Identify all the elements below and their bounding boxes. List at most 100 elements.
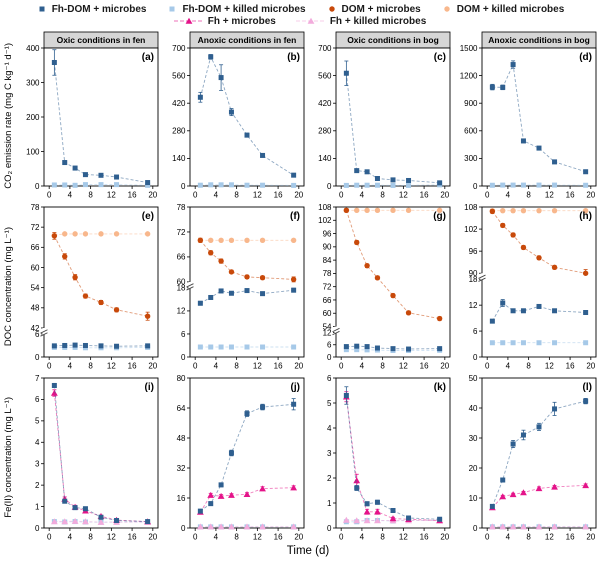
marker-square [208, 54, 214, 60]
axis-break-icon [40, 332, 48, 337]
marker-triangle [185, 17, 193, 24]
x-tick-label: 4 [360, 191, 365, 200]
marker-circle [228, 237, 235, 243]
marker-square [72, 342, 78, 348]
marker-circle [244, 237, 250, 243]
y-axis-title-doc: DOC concentration (mg L⁻¹) [0, 201, 16, 372]
marker-circle [290, 276, 297, 283]
plot-box [335, 206, 451, 358]
marker-square [500, 84, 506, 90]
marker-square [374, 499, 380, 505]
y-tick-label: 100 [26, 147, 40, 156]
y-tick-label: 108 [318, 203, 332, 212]
plot-box [189, 206, 305, 358]
marker-square [406, 515, 412, 521]
y-tick-label: 1 [327, 499, 332, 508]
marker-square [114, 174, 120, 180]
y-tick-label: 0 [181, 353, 186, 362]
marker-square [98, 343, 104, 349]
panel-tag: (d) [579, 52, 592, 63]
marker-triangle [228, 523, 235, 530]
marker-square [197, 508, 203, 514]
marker-square [374, 345, 380, 351]
legend-item-dom-killed: DOM + killed microbes [441, 4, 564, 15]
y-tick-label: 50 [469, 374, 478, 383]
marker-triangle [50, 518, 58, 525]
plot-box [43, 377, 159, 529]
plot-box [335, 377, 451, 529]
marker-square [291, 344, 297, 350]
y-tick-label: 0 [327, 182, 332, 191]
y-tick-label: 140 [318, 154, 332, 163]
marker-circle [82, 231, 89, 237]
x-tick-label: 12 [399, 533, 408, 542]
y-axis-title-text: DOC concentration (mg L⁻¹) [2, 226, 14, 347]
y-tick-label: 64 [177, 404, 186, 413]
marker-circle [354, 207, 360, 214]
marker-square [510, 340, 516, 346]
x-tick-label: 4 [214, 533, 219, 542]
x-axis-title: Time (d) [286, 545, 330, 557]
marker-square [390, 346, 396, 352]
panel-tag: (b) [287, 52, 300, 63]
panel-b: Anoxic conditions in fen 0 4 8 12 16 20 0 140 280… [172, 31, 305, 200]
marker-square [489, 182, 495, 188]
panel-header-text: Oxic conditions in bog [347, 35, 439, 45]
y-tick-label: 6 [181, 330, 186, 339]
marker-circle [144, 231, 151, 237]
y-tick-label: 700 [172, 44, 186, 53]
marker-triangle [259, 485, 266, 492]
series-dom-microbes [343, 207, 443, 322]
x-tick-label: 20 [440, 362, 449, 371]
marker-square [82, 506, 88, 512]
legend-row: Fh-DOM + microbes Fh-DOM + killed microbe… [0, 4, 600, 15]
marker-square [536, 424, 542, 430]
y-tick-label: 3 [35, 460, 40, 469]
marker-square [62, 160, 68, 166]
marker-triangle [196, 523, 204, 530]
panel-c: Oxic conditions in bog 0 4 8 12 16 20 0 140 280 42… [318, 31, 451, 200]
marker-triangle [509, 523, 517, 530]
square-marker-icon [39, 6, 45, 12]
marker-square [374, 176, 380, 182]
marker-circle [218, 237, 224, 243]
marker-circle [228, 269, 235, 275]
marker-square [51, 383, 57, 388]
y-tick-label: 108 [464, 203, 478, 212]
series-fhdom-microbes [197, 54, 297, 178]
marker-square [51, 182, 57, 188]
y-tick-label: 140 [172, 154, 186, 163]
x-tick-label: 4 [68, 191, 73, 200]
x-tick-label: 20 [440, 191, 449, 200]
series-fhdom-killed [489, 340, 589, 346]
legend-row: Fh + microbes Fh + killed microbes [0, 16, 600, 27]
y-tick-label: 4 [327, 424, 332, 433]
y-tick-label: 0 [35, 182, 40, 191]
marker-square [218, 288, 224, 294]
x-tick-label: 20 [294, 362, 303, 371]
y-tick-label: 300 [26, 78, 40, 87]
y-tick-label: 1500 [460, 44, 478, 53]
marker-circle [551, 207, 558, 214]
marker-circle [144, 313, 151, 319]
marker-square [114, 343, 120, 349]
marker-square [583, 169, 589, 175]
marker-square [291, 401, 297, 407]
row-fe2: Fe(II) concentration (mg L⁻¹) 0 4 8 12 16 20 0… [0, 372, 600, 543]
marker-square [500, 477, 506, 483]
marker-square [260, 152, 266, 158]
panel-tag: (f) [290, 211, 300, 222]
panel-tag: (l) [583, 382, 592, 393]
y-tick-label: 0 [473, 353, 478, 362]
marker-square [62, 182, 68, 188]
x-tick-label: 16 [420, 533, 429, 542]
x-tick-label: 12 [545, 362, 554, 371]
marker-circle [113, 307, 120, 313]
marker-circle [510, 232, 516, 238]
marker-circle [328, 6, 335, 12]
marker-circle [582, 270, 589, 276]
x-tick-label: 0 [339, 533, 344, 542]
x-tick-label: 20 [586, 191, 595, 200]
x-tick-label: 0 [485, 362, 490, 371]
